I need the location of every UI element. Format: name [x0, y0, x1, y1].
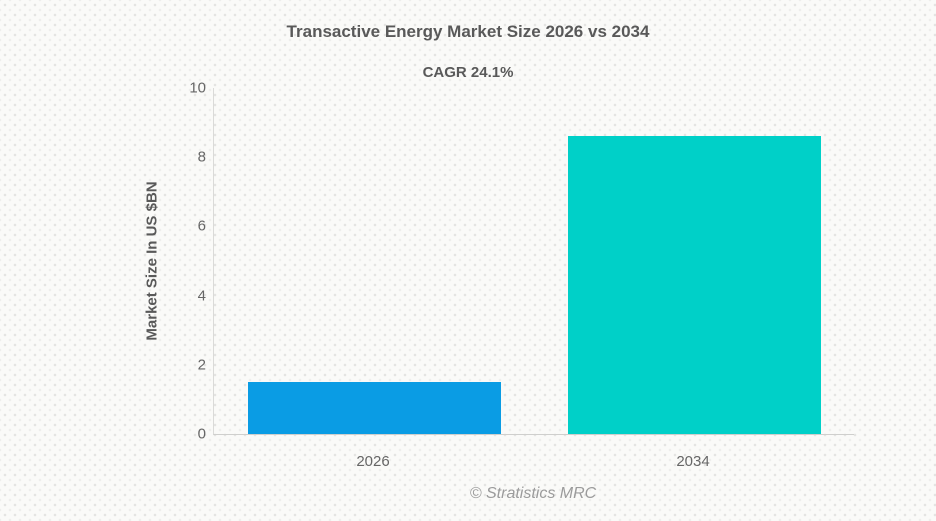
plot-area: 0 2 4 6 8 10	[189, 80, 854, 443]
chart-subtitle: CAGR 24.1%	[422, 64, 514, 81]
y-tick-label: 6	[197, 217, 206, 235]
y-tick-label: 8	[197, 148, 206, 166]
y-tick-label: 10	[189, 79, 206, 97]
chart-title: Transactive Energy Market Size 2026 vs 2…	[286, 22, 650, 41]
y-tick-label: 0	[197, 425, 206, 443]
source-watermark: © Stratistics MRC	[469, 485, 597, 502]
x-tick-label: 2026	[356, 453, 390, 470]
y-axis-title: Market Size In US $BN	[143, 181, 161, 341]
bar-2034[interactable]	[568, 136, 821, 434]
y-tick-label: 4	[197, 287, 206, 305]
y-tick-label: 2	[197, 356, 206, 374]
x-tick-label: 2034	[676, 453, 710, 470]
bar-2026[interactable]	[248, 382, 501, 434]
